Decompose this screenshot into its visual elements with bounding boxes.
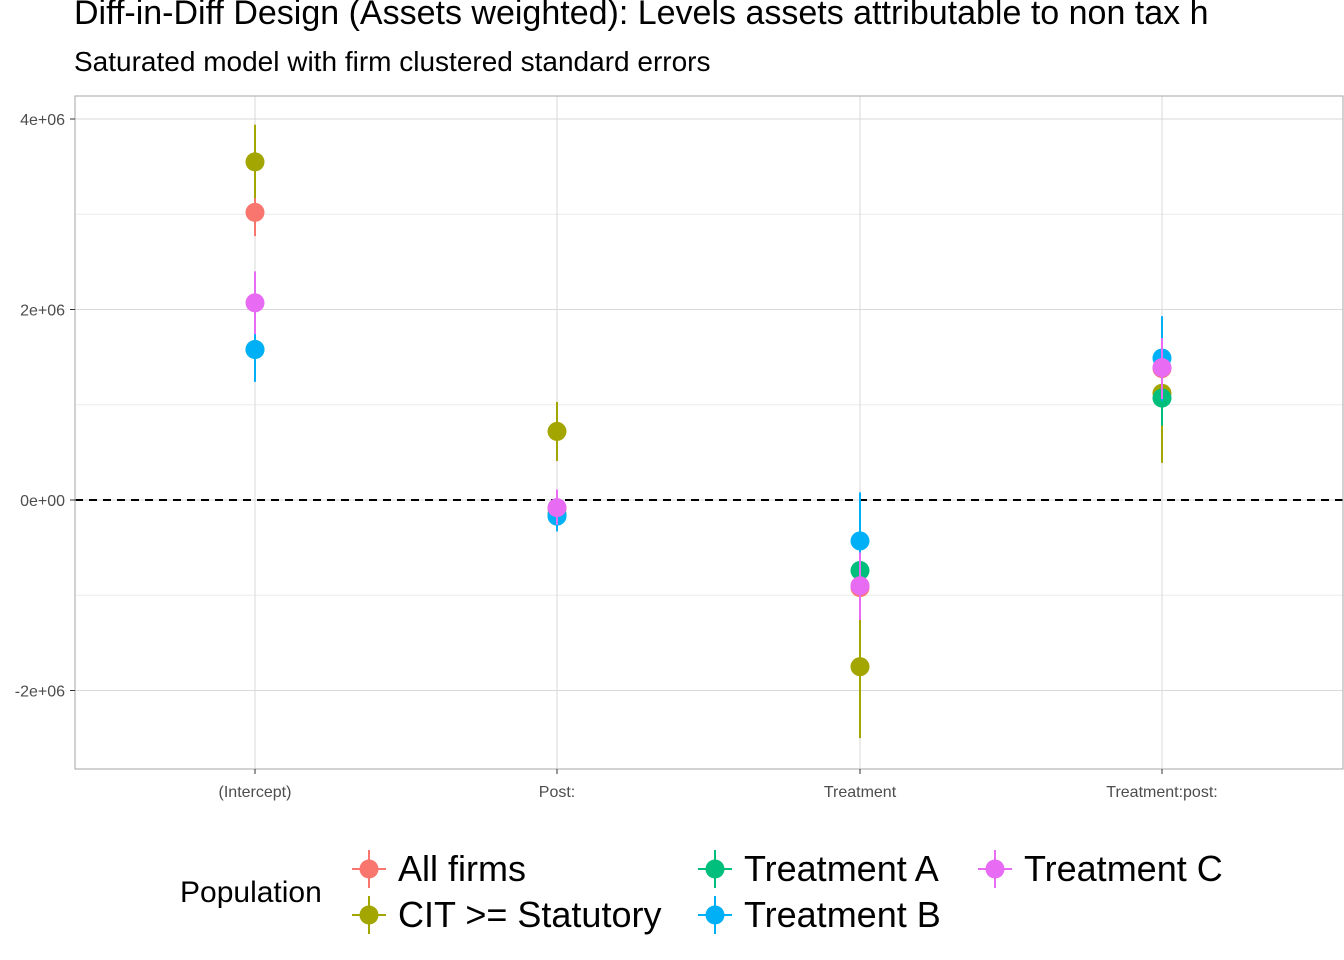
legend-key xyxy=(698,896,732,934)
legend-label: Treatment C xyxy=(1024,848,1223,889)
x-tick-label: Treatment xyxy=(824,784,897,801)
data-point xyxy=(245,152,265,172)
legend-label: Treatment A xyxy=(744,848,939,889)
series-layer xyxy=(245,124,1172,739)
legend-key xyxy=(352,896,386,934)
legend-key xyxy=(698,850,732,888)
data-point xyxy=(245,202,265,222)
y-tick-label: 0e+00 xyxy=(20,493,65,510)
legend-key xyxy=(978,850,1012,888)
data-point xyxy=(850,531,870,551)
y-tick-label: 2e+06 xyxy=(20,303,65,320)
y-tick-label: -2e+06 xyxy=(15,684,65,701)
data-point xyxy=(245,340,265,360)
legend-key-point xyxy=(985,859,1005,879)
plot-border xyxy=(74,95,1344,770)
legend-label: CIT >= Statutory xyxy=(398,894,662,935)
data-point xyxy=(850,657,870,677)
x-tick-label: Post: xyxy=(539,784,575,801)
plot-background xyxy=(75,96,1343,769)
legend-key-point xyxy=(705,859,725,879)
legend-label: Treatment B xyxy=(744,894,941,935)
chart-subtitle: Saturated model with firm clustered stan… xyxy=(74,46,711,77)
legend-title: Population xyxy=(180,876,322,909)
legend-key-point xyxy=(359,905,379,925)
y-axis: -2e+06 0e+00 2e+06 4e+06 xyxy=(15,112,75,701)
data-point xyxy=(850,576,870,596)
data-point xyxy=(547,498,567,518)
legend-key-point xyxy=(705,905,725,925)
legend-label: All firms xyxy=(398,848,526,889)
x-axis: (Intercept) Post: Treatment Treatment:post: xyxy=(219,769,1218,801)
chart-title: Diff-in-Diff Design (Assets weighted): L… xyxy=(74,0,1209,32)
legend-key xyxy=(352,850,386,888)
series xyxy=(245,271,1172,621)
x-tick-label: (Intercept) xyxy=(219,784,292,801)
data-point xyxy=(547,421,567,441)
data-point xyxy=(245,293,265,313)
x-tick-label: Treatment:post: xyxy=(1106,784,1217,801)
legend-key-point xyxy=(359,859,379,879)
minor-grid xyxy=(75,213,1343,596)
plot-area: -2e+06 0e+00 2e+06 4e+06 (Intercept) Post: Tr… xyxy=(15,95,1344,801)
y-tick-label: 4e+06 xyxy=(20,112,65,129)
data-point xyxy=(1152,358,1172,378)
